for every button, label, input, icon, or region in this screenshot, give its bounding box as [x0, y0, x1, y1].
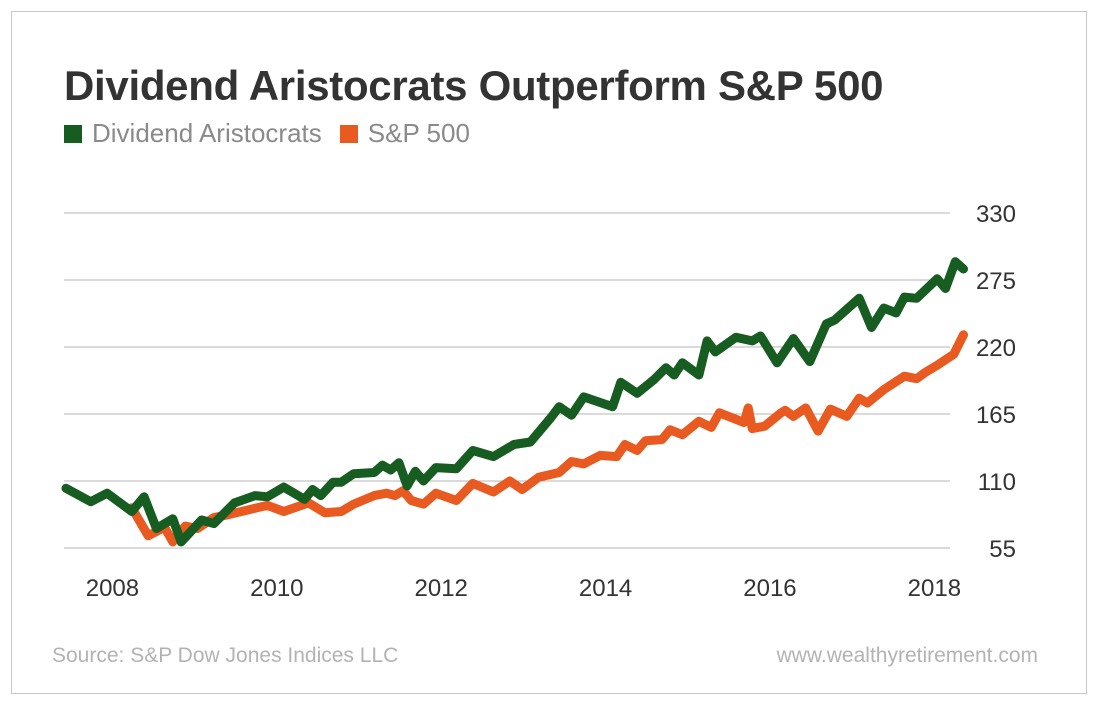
legend-swatch-sp500	[339, 124, 358, 143]
website-credit: www.wealthyretirement.com	[776, 644, 1038, 667]
series-line-dividend-aristocrats	[61, 257, 968, 547]
y-tick-label-275: 275	[976, 268, 1016, 295]
legend-swatch-dividend-aristocrats	[64, 124, 82, 143]
legend-item-dividend-aristocrats: Dividend Aristocrats	[64, 118, 322, 149]
y-tick-label-220: 220	[976, 335, 1016, 362]
x-tick-label-2008: 2008	[86, 575, 139, 602]
gridlines	[64, 212, 950, 549]
x-tick-label-2016: 2016	[743, 575, 796, 602]
y-axis-labels: 55 110 165 220 275 330	[976, 201, 1016, 563]
y-tick-label-110: 110	[978, 469, 1016, 496]
x-tick-label-2010: 2010	[250, 575, 303, 602]
legend-label-dividend-aristocrats: Dividend Aristocrats	[92, 118, 322, 148]
series-line-sp500	[127, 330, 968, 547]
y-tick-label-55: 55	[989, 536, 1016, 563]
x-tick-label-2012: 2012	[415, 575, 468, 602]
y-tick-label-330: 330	[976, 201, 1016, 228]
x-axis-labels: 2008 2010 2012 2014 2016 2018	[86, 575, 961, 602]
chart-title: Dividend Aristocrats Outperform S&P 500	[64, 62, 884, 109]
legend: Dividend Aristocrats S&P 500	[64, 118, 488, 149]
series-lines	[61, 257, 968, 547]
source-note: Source: S&P Dow Jones Indices LLC	[52, 644, 399, 667]
y-tick-label-165: 165	[976, 402, 1016, 429]
x-tick-label-2014: 2014	[579, 575, 632, 602]
legend-label-sp500: S&P 500	[367, 118, 470, 148]
x-tick-label-2018: 2018	[908, 575, 961, 602]
legend-item-sp500: S&P 500	[339, 118, 470, 149]
chart-card	[11, 11, 1087, 694]
